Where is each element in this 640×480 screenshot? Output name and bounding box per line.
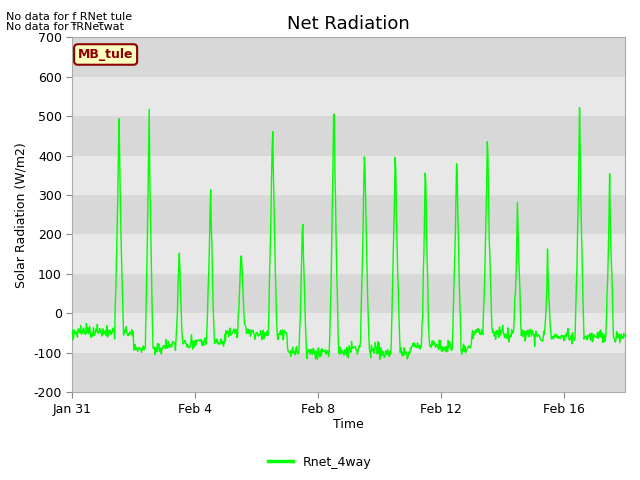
Bar xyxy=(72,37,625,77)
Bar xyxy=(72,77,625,116)
Y-axis label: Solar Radiation (W/m2): Solar Radiation (W/m2) xyxy=(15,142,28,288)
Text: No data for f RNet tule: No data for f RNet tule xyxy=(6,12,132,22)
Text: MB_tule: MB_tule xyxy=(78,48,133,61)
Bar xyxy=(72,274,625,313)
Bar xyxy=(72,156,625,195)
X-axis label: Time: Time xyxy=(333,419,364,432)
Text: No data for f̅RNet̅wat: No data for f̅RNet̅wat xyxy=(6,22,124,32)
Legend: Rnet_4way: Rnet_4way xyxy=(263,451,377,474)
Title: Net Radiation: Net Radiation xyxy=(287,15,410,33)
Bar xyxy=(72,313,625,353)
Bar xyxy=(72,235,625,274)
Bar xyxy=(72,195,625,235)
Bar xyxy=(72,353,625,392)
Bar xyxy=(72,116,625,156)
